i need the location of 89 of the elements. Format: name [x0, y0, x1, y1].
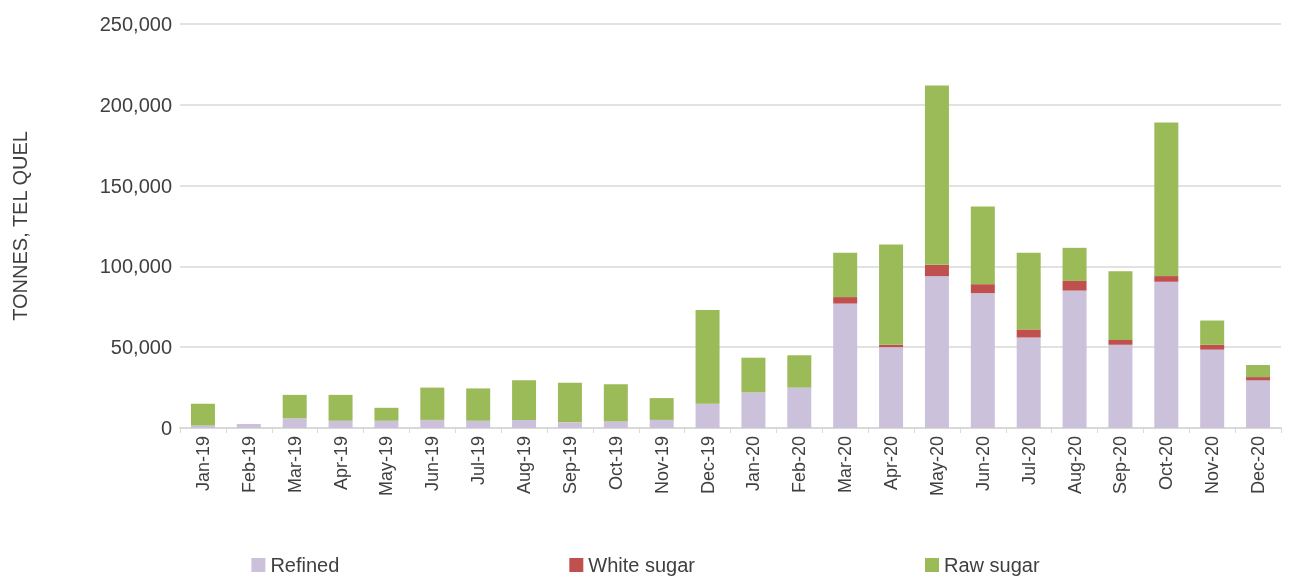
bar: [833, 252, 858, 298]
x-tick-label: Oct-20: [1156, 436, 1177, 491]
bar: [924, 276, 949, 428]
bar: [1200, 349, 1225, 428]
bar: [833, 297, 858, 304]
bar: [695, 310, 720, 404]
bar: [1200, 344, 1225, 350]
bar: [787, 387, 812, 428]
bar: [466, 388, 491, 421]
x-tick-label: Dec-19: [697, 436, 718, 495]
bar: [970, 206, 995, 285]
bar: [1108, 339, 1133, 345]
bar: [787, 355, 812, 388]
bar: [236, 423, 261, 428]
bar: [970, 293, 995, 428]
bar: [1062, 280, 1087, 291]
bar: [833, 303, 858, 428]
bar: [924, 85, 949, 265]
bar: [282, 394, 307, 419]
bar: [1108, 271, 1133, 340]
x-tick-label: Jul-19: [468, 436, 489, 486]
bar: [1016, 252, 1041, 330]
bar: [1062, 247, 1087, 281]
y-tick-label: 0: [160, 417, 172, 439]
bar: [512, 419, 537, 428]
bar: [420, 387, 445, 420]
bar: [603, 384, 628, 422]
x-tick-label: Apr-19: [330, 436, 351, 491]
x-tick-label: Sep-20: [1110, 436, 1131, 495]
x-tick-label: Feb-20: [789, 436, 810, 494]
x-tick-label: Aug-19: [514, 436, 535, 495]
bar: [1154, 122, 1179, 277]
x-tick-label: Mar-20: [835, 436, 856, 494]
bar: [1246, 380, 1271, 428]
x-tick-label: Jan-19: [192, 436, 213, 492]
bar: [190, 403, 215, 426]
bar: [649, 419, 674, 428]
bar: [1108, 344, 1133, 428]
bar: [924, 264, 949, 277]
bar: [282, 418, 307, 428]
bar: [1062, 290, 1087, 428]
x-tick-label: Dec-20: [1248, 436, 1269, 495]
x-tick-label: Mar-19: [284, 436, 305, 494]
bar: [1246, 377, 1271, 381]
bar: [1016, 337, 1041, 428]
x-tick-label: Aug-20: [1064, 436, 1085, 495]
x-tick-label: Apr-20: [881, 436, 902, 491]
bar: [557, 422, 582, 428]
y-tick-label: 150,000: [99, 174, 172, 197]
bar: [1016, 329, 1041, 338]
bar: [512, 380, 537, 420]
x-tick-label: May-19: [376, 436, 397, 497]
bar: [649, 398, 674, 420]
bar: [1246, 364, 1271, 378]
bar: [1154, 281, 1179, 428]
bar: [603, 421, 628, 428]
bar: [374, 420, 399, 428]
bar: [695, 403, 720, 428]
y-tick-label: 100,000: [99, 255, 172, 278]
y-axis-title: TONNES, TEL QUEL: [9, 131, 31, 321]
bar: [741, 357, 766, 393]
x-tick-label: Jan-20: [743, 436, 764, 492]
bar: [466, 420, 491, 428]
bar: [879, 244, 904, 345]
legend-label: White sugar: [588, 554, 696, 576]
legend-label: Refined: [270, 554, 340, 576]
bar: [374, 407, 399, 421]
x-tick-label: Nov-20: [1202, 436, 1223, 495]
legend-label: Raw sugar: [944, 554, 1040, 576]
bar: [420, 419, 445, 428]
bar: [970, 284, 995, 294]
bar: [557, 382, 582, 423]
x-tick-label: Jun-19: [422, 436, 443, 492]
bar: [1154, 276, 1179, 282]
bar: [879, 347, 904, 428]
y-tick-label: 250,000: [99, 13, 172, 35]
x-tick-label: Jun-20: [972, 436, 993, 492]
y-tick-label: 200,000: [99, 93, 172, 116]
x-tick-label: Oct-19: [605, 436, 626, 491]
x-tick-label: Nov-19: [651, 436, 672, 495]
x-tick-label: Jul-20: [1018, 436, 1039, 486]
bar: [328, 420, 353, 428]
x-tick-label: Sep-19: [559, 436, 580, 495]
bar: [741, 392, 766, 428]
x-tick-label: May-20: [926, 436, 947, 497]
bar: [1200, 320, 1225, 345]
x-tick-label: Feb-19: [238, 436, 259, 494]
y-tick-label: 50,000: [110, 336, 172, 359]
bar: [328, 394, 353, 421]
